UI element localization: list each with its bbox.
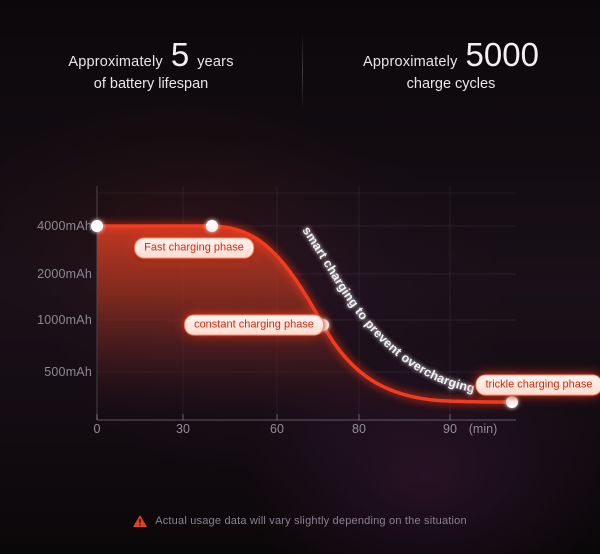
stat-line: Approximately 5000 xyxy=(302,38,600,71)
stat-charge-cycles: Approximately 5000 charge cycles xyxy=(302,38,600,92)
y-axis-label: 500mAh xyxy=(44,365,92,379)
data-point-dot xyxy=(206,220,218,232)
stat-prefix: Approximately xyxy=(68,54,163,70)
y-axis-label: 1000mAh xyxy=(37,313,92,327)
stat-value-cycles: 5000 xyxy=(465,36,539,73)
y-axis-label: 4000mAh xyxy=(37,219,92,233)
x-axis-label: 90 xyxy=(443,422,457,436)
stat-line: Approximately 5 years xyxy=(0,38,302,71)
pill-trickle-charging-phase: trickle charging phase xyxy=(475,374,600,396)
x-axis-label: 0 xyxy=(93,422,101,436)
x-axis-label: 30 xyxy=(176,422,190,436)
disclaimer-text: Actual usage data will vary slightly dep… xyxy=(155,515,467,527)
disclaimer: Actual usage data will vary slightly dep… xyxy=(0,515,600,527)
x-axis-label: 60 xyxy=(270,422,284,436)
stat-prefix: Approximately xyxy=(363,54,458,70)
x-axis-unit: (min) xyxy=(468,422,498,436)
warning-icon xyxy=(133,515,148,527)
stat-suffix: years xyxy=(197,54,234,70)
x-axis-label: 80 xyxy=(352,422,366,436)
data-point-dot xyxy=(91,220,103,232)
stat-caption: of battery lifespan xyxy=(93,76,209,92)
charge-curve xyxy=(95,224,514,404)
stats-header: Approximately 5 years of battery lifespa… xyxy=(0,32,600,110)
pill-constant-charging-phase: constant charging phase xyxy=(184,314,324,336)
y-axis-label: 2000mAh xyxy=(37,267,92,281)
header-divider xyxy=(302,32,303,110)
pill-fast-charging-phase: Fast charging phase xyxy=(134,237,254,259)
stat-battery-lifespan: Approximately 5 years of battery lifespa… xyxy=(0,38,302,92)
data-point-dot xyxy=(506,396,518,408)
stat-caption: charge cycles xyxy=(406,76,496,92)
stat-value-years: 5 xyxy=(170,36,190,73)
